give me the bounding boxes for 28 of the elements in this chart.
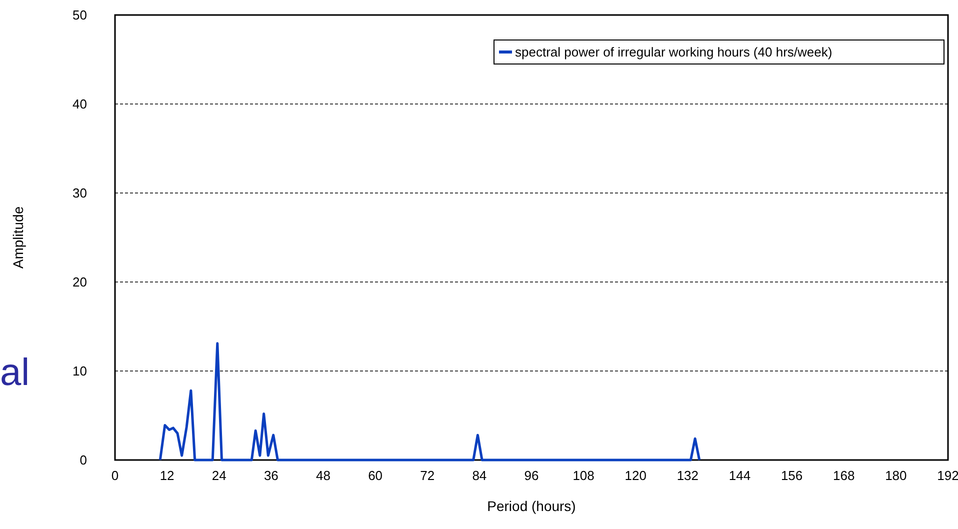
text: al — [0, 352, 30, 394]
x-tick-label: 36 — [264, 468, 278, 483]
x-tick-label: 132 — [676, 468, 699, 483]
x-tick-label: 0 — [111, 468, 119, 483]
x-tick-label: 156 — [780, 468, 803, 483]
x-tick-label: 168 — [833, 468, 855, 483]
y-tick-label: 0 — [80, 452, 87, 468]
y-axis-title: Amplitude — [10, 206, 26, 269]
x-tick-label: 84 — [472, 468, 487, 483]
y-tick-label: 20 — [72, 274, 87, 290]
y-tick-label: 50 — [72, 8, 87, 23]
x-tick-label: 120 — [624, 468, 646, 483]
y-tick-label: 40 — [72, 96, 87, 112]
x-tick-label: 72 — [420, 468, 435, 483]
x-tick-label: 108 — [572, 468, 594, 483]
x-tick-label: 48 — [316, 468, 330, 483]
y-tick-label: 10 — [72, 364, 87, 379]
x-tick-label: 192 — [937, 468, 958, 483]
line-series — [158, 342, 701, 462]
y-tick-label: 30 — [72, 186, 87, 201]
legend-label: spectral power of irregular working hours (40 hrs/week) — [515, 44, 832, 60]
x-tick-label: 96 — [524, 468, 539, 483]
x-tick-label: 144 — [728, 468, 751, 483]
x-tick-label: 24 — [212, 468, 226, 483]
x-tick-label: 60 — [368, 468, 383, 483]
x-axis-title: Period (hours) — [487, 498, 576, 514]
x-tick-label: 180 — [885, 468, 907, 483]
x-tick-label: 12 — [160, 468, 174, 483]
